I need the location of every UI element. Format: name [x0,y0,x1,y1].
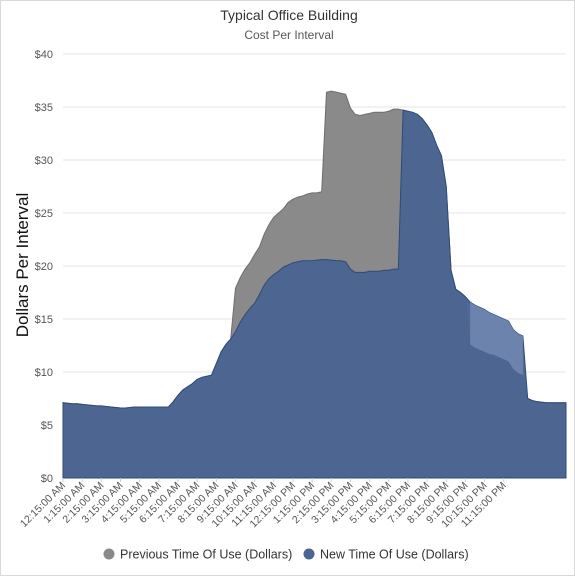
y-tick-label: $10 [35,367,53,379]
chart-title: Typical Office Building [220,7,357,23]
y-tick-label: $30 [35,155,53,167]
legend-item-new[interactable]: New Time Of Use (Dollars) [303,548,469,562]
series-area-new-overlap [470,302,523,376]
y-tick-label: $35 [35,102,53,114]
y-tick-label: $40 [35,49,53,61]
y-axis-ticks: $0 $5 $10 $15 $20 $25 $30 $35 $40 [35,49,53,485]
y-axis-title: Dollars Per Interval [13,193,32,338]
legend-label: New Time Of Use (Dollars) [320,548,469,562]
legend[interactable]: Previous Time Of Use (Dollars) New Time O… [103,548,469,562]
y-tick-label: $5 [41,420,53,432]
y-tick-label: $0 [41,473,53,485]
chart-subtitle: Cost Per Interval [244,28,333,42]
legend-item-previous[interactable]: Previous Time Of Use (Dollars) [103,548,293,562]
x-axis-ticks: 12:15:00 AM1:15:00 AM2:15:00 AM3:15:00 A… [18,478,509,530]
plot-area [62,90,567,479]
series-area-new[interactable] [62,109,567,479]
legend-marker [303,548,315,560]
y-tick-label: $25 [35,208,53,220]
legend-label: Previous Time Of Use (Dollars) [120,548,292,562]
y-tick-label: $20 [35,261,53,273]
legend-marker [103,548,115,560]
y-tick-label: $15 [35,314,53,326]
